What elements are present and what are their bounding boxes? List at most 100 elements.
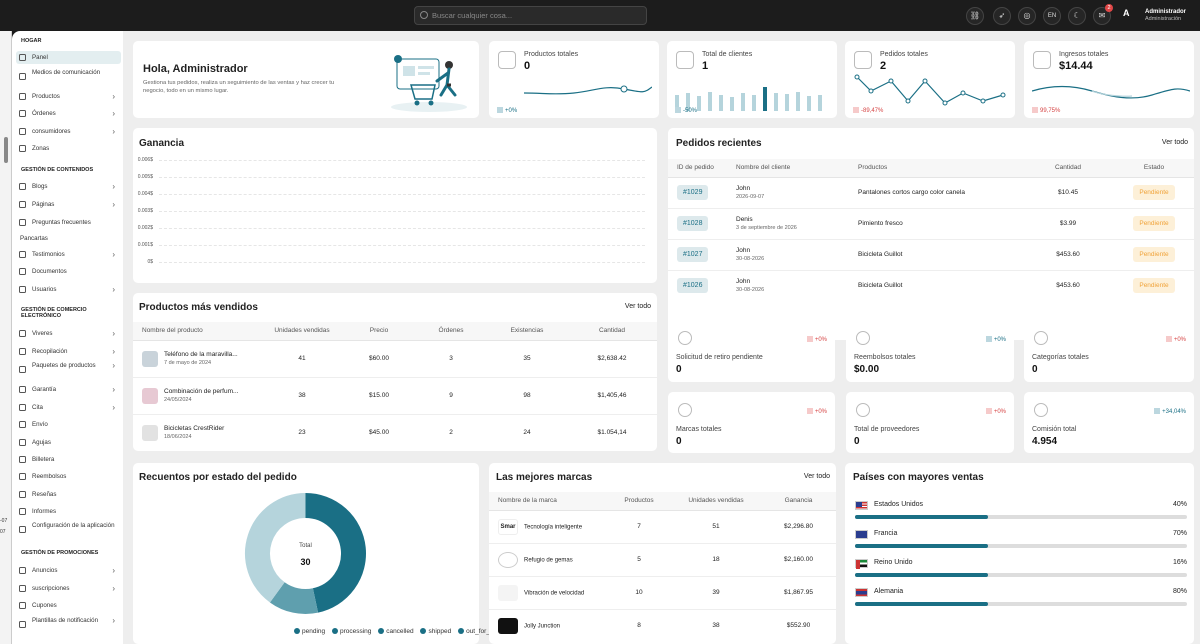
- sidebar-item-packages[interactable]: Paquetes de productos ›: [16, 362, 121, 376]
- recent-orders-view-all[interactable]: Ver todo: [1161, 139, 1188, 146]
- legend-item[interactable]: shipped: [420, 628, 451, 635]
- mini-card-refunds[interactable]: +0% Reembolsos totales $0.00: [846, 320, 1014, 382]
- sidebar-item-products[interactable]: Productos ›: [16, 90, 121, 103]
- order-id[interactable]: #1027: [677, 247, 709, 262]
- stat-card-products[interactable]: Productos totales 0 +0%: [489, 41, 659, 118]
- mini-card-vendors[interactable]: +0% Total de proveedores 0: [846, 392, 1014, 453]
- moon-icon[interactable]: ☾: [1068, 7, 1086, 25]
- sidebar-item-panel[interactable]: Panel: [16, 51, 121, 64]
- donut-slice-cancelled[interactable]: [269, 581, 319, 614]
- table-row[interactable]: Smar Tecnología inteligente 7 51 $2,296.8…: [489, 510, 836, 544]
- order-id[interactable]: #1028: [677, 216, 709, 231]
- column-header[interactable]: Órdenes: [415, 322, 487, 341]
- mini-card-brands[interactable]: +0% Marcas totales 0: [668, 392, 835, 453]
- sidebar-item-wallet[interactable]: Billetera: [16, 453, 121, 466]
- brand-name[interactable]: Refugio de gemas: [524, 557, 573, 564]
- column-header[interactable]: Productos: [607, 492, 671, 511]
- stat-card-revenue[interactable]: Ingresos totales $14.44 99,75%: [1024, 41, 1194, 118]
- table-row[interactable]: #1026 John 30-08-2026 Bicicleta Guillot $…: [668, 270, 1194, 301]
- mini-card-withdrawals[interactable]: +0% Solicitud de retiro pendiente 0: [668, 320, 835, 382]
- sidebar-item-ads[interactable]: Anuncios ›: [16, 564, 121, 577]
- top-brands-view-all[interactable]: Ver todo: [803, 473, 830, 480]
- sidebar-item-flights[interactable]: Viveres ›: [16, 327, 121, 340]
- table-row[interactable]: #1029 John 2026-09-07 Pantalones cortos c…: [668, 177, 1194, 209]
- sidebar-item-reviews[interactable]: Reseñas: [16, 488, 121, 501]
- sidebar-item-warranty[interactable]: Garantía ›: [16, 383, 121, 396]
- brand-name[interactable]: Jolly Junction: [524, 623, 561, 630]
- sidebar-item-pages[interactable]: Páginas ›: [16, 198, 121, 211]
- column-header[interactable]: Ganancia: [761, 492, 836, 511]
- notification-icon[interactable]: ✉ 2: [1093, 4, 1113, 25]
- table-row[interactable]: Bicicletas CrestRider 18/06/2024 23 $45.0…: [133, 414, 657, 451]
- mini-card-categories[interactable]: +0% Categorías totales 0: [1024, 320, 1194, 382]
- sidebar-item-orders[interactable]: Órdenes ›: [16, 107, 121, 120]
- column-header[interactable]: Nombre de la marca: [489, 492, 607, 511]
- column-header[interactable]: Unidades vendidas: [671, 492, 761, 511]
- avatar[interactable]: A: [1123, 8, 1130, 18]
- search-input[interactable]: Buscar cualquier cosa...: [414, 6, 647, 25]
- sidebar-item-faq[interactable]: Preguntas frecuentes: [16, 216, 121, 229]
- sidebar-item-reports[interactable]: Informes: [16, 505, 121, 518]
- sidebar-item-banners[interactable]: Pancartas: [20, 235, 48, 242]
- sidebar-item-zones[interactable]: Zonas: [16, 142, 121, 155]
- legend-item[interactable]: processing: [331, 628, 371, 635]
- country-row[interactable]: Reino Unido 16%: [855, 559, 1187, 585]
- column-header[interactable]: ID de pedido: [668, 159, 730, 178]
- table-row[interactable]: Jolly Junction 8 38 $552.90: [489, 609, 836, 642]
- sidebar-item-needles[interactable]: Agujas: [16, 436, 121, 449]
- sidebar-item-subscriptions[interactable]: suscripciones ›: [16, 582, 121, 595]
- legend-item[interactable]: pending: [294, 628, 325, 635]
- best-products-view-all[interactable]: Ver todo: [624, 303, 651, 310]
- stat-card-customers[interactable]: Total de clientes 1 -50%: [667, 41, 837, 118]
- table-row[interactable]: #1028 Denis 3 de septiembre de 2026 Pimie…: [668, 208, 1194, 240]
- order-id[interactable]: #1026: [677, 278, 709, 294]
- sidebar-item-testimonials[interactable]: Testimonios ›: [16, 248, 121, 261]
- language-button[interactable]: EN: [1043, 7, 1061, 25]
- column-header[interactable]: Estado: [1114, 159, 1194, 178]
- column-header[interactable]: Precio: [343, 322, 415, 341]
- table-row[interactable]: #1027 John 30-08-2026 Bicicleta Guillot $…: [668, 239, 1194, 271]
- sidebar-item-consumers[interactable]: consumidores ›: [16, 125, 121, 138]
- globe-icon[interactable]: ◎: [1018, 7, 1036, 25]
- user-name[interactable]: Administrador: [1145, 9, 1187, 15]
- link-icon[interactable]: ⛓: [966, 7, 984, 25]
- sidebar-item-media[interactable]: Medios de comunicación: [16, 69, 121, 83]
- column-header[interactable]: Nombre del producto: [133, 322, 261, 341]
- rocket-icon[interactable]: ➶: [993, 7, 1011, 25]
- country-row[interactable]: Estados Unidos 40%: [855, 501, 1187, 527]
- sidebar-item-appointment[interactable]: Cita ›: [16, 401, 121, 414]
- column-header[interactable]: Cantidad: [567, 322, 657, 341]
- order-id[interactable]: #1029: [677, 185, 709, 200]
- column-header[interactable]: Nombre del cliente: [730, 159, 852, 178]
- sidebar-item-users[interactable]: Usuarios ›: [16, 283, 121, 296]
- country-row[interactable]: Alemania 80%: [855, 588, 1187, 614]
- column-header[interactable]: Unidades vendidas: [261, 322, 343, 341]
- brand-name[interactable]: Vibración de velocidad: [524, 590, 585, 597]
- table-row[interactable]: Combinación de perfum... 24/05/2024 38 $1…: [133, 377, 657, 415]
- column-header[interactable]: Productos: [852, 159, 1022, 178]
- sidebar-item-coupons[interactable]: Cupones: [16, 599, 121, 612]
- table-row[interactable]: Teléfono de la maravilla... 7 de mayo de …: [133, 340, 657, 378]
- column-header[interactable]: Cantidad: [1022, 159, 1114, 178]
- sidebar-item-shipping[interactable]: Envío: [16, 418, 121, 431]
- product-name[interactable]: Teléfono de la maravilla...: [164, 351, 238, 358]
- table-row[interactable]: Refugio de gemas 5 18 $2,160.00: [489, 543, 836, 577]
- mini-card-commission[interactable]: +34,04% Comisión total 4.954: [1024, 392, 1194, 453]
- table-row[interactable]: Vibración de velocidad 10 39 $1,867.95: [489, 576, 836, 610]
- column-header[interactable]: Existencias: [487, 322, 567, 341]
- sidebar-item-notif-templates[interactable]: Plantillas de notificación ›: [16, 617, 121, 631]
- donut-slice-delivered[interactable]: [245, 493, 307, 603]
- sidebar-item-blogs[interactable]: Blogs ›: [16, 180, 121, 193]
- sidebar-item-refunds[interactable]: Reembolsos: [16, 470, 121, 483]
- scrollbar-thumb[interactable]: [4, 137, 8, 163]
- product-name[interactable]: Bicicletas CrestRider: [164, 425, 225, 433]
- sidebar-item-app-config[interactable]: Configuración de la aplicación: [16, 522, 121, 536]
- brand-name[interactable]: Tecnología inteligente: [524, 524, 583, 531]
- stat-card-orders[interactable]: Pedidos totales 2 -89,47%: [845, 41, 1015, 118]
- country-row[interactable]: Francia 70%: [855, 530, 1187, 556]
- product-name[interactable]: Combinación de perfum...: [164, 388, 239, 395]
- sidebar-item-documents[interactable]: Documentos: [16, 265, 121, 278]
- legend-item[interactable]: cancelled: [378, 628, 414, 635]
- donut-slice-pending[interactable]: [304, 493, 366, 613]
- sidebar-item-collection[interactable]: Recopilación ›: [16, 345, 121, 358]
